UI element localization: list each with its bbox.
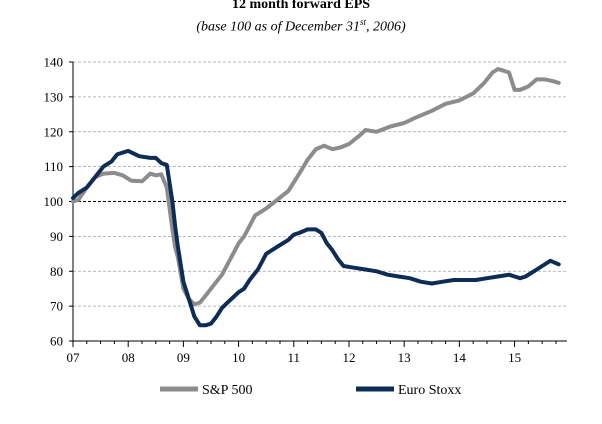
chart-title: 12 month forward EPS xyxy=(231,0,371,12)
x-tick-label: 08 xyxy=(122,350,135,365)
y-tick-label: 100 xyxy=(44,194,64,209)
x-tick-label: 12 xyxy=(342,350,355,365)
legend-label-sp500: S&P 500 xyxy=(202,383,252,398)
y-tick-label: 140 xyxy=(44,55,64,70)
subtitle-superscript: st xyxy=(360,17,367,27)
x-tick-label: 10 xyxy=(232,350,245,365)
y-tick-label: 70 xyxy=(50,299,63,314)
x-tick-label: 11 xyxy=(288,350,301,365)
y-tick-label: 110 xyxy=(44,159,63,174)
legend: S&P 500 Euro Stoxx xyxy=(160,383,461,398)
tick-labels: 60 70 80 90 100 110 120 130 140 07 08 09 10 11 12 13 14 1… xyxy=(44,55,522,366)
gridlines xyxy=(73,61,567,307)
x-tick-label: 15 xyxy=(508,350,521,365)
y-tick-label: 60 xyxy=(50,334,63,349)
subtitle-date: , 2006) xyxy=(366,19,406,35)
x-tick-label: 07 xyxy=(67,350,81,365)
series-line-sp500 xyxy=(71,67,561,307)
y-tick-label: 80 xyxy=(50,264,63,279)
x-tick-label: 13 xyxy=(398,350,411,365)
x-tick-label: 14 xyxy=(453,350,467,365)
series-lines xyxy=(71,67,561,328)
axes xyxy=(69,61,567,347)
chart-subtitle: (base 100 as of December 31st, 2006) xyxy=(0,17,602,36)
series-line-eurostoxx xyxy=(71,148,561,328)
y-tick-label: 120 xyxy=(44,124,64,139)
legend-label-eurostoxx: Euro Stoxx xyxy=(398,383,461,398)
x-tick-label: 09 xyxy=(177,350,190,365)
y-tick-label: 90 xyxy=(50,229,63,244)
subtitle-text: (base 100 as of December 31 xyxy=(196,19,360,35)
y-tick-label: 130 xyxy=(44,89,64,104)
